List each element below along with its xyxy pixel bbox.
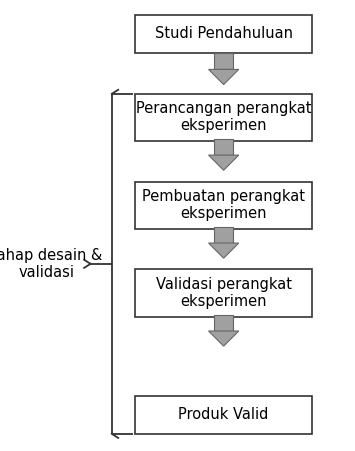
- Polygon shape: [214, 53, 233, 69]
- Text: Validasi perangkat
eksperimen: Validasi perangkat eksperimen: [155, 277, 292, 309]
- Polygon shape: [209, 243, 239, 258]
- Polygon shape: [209, 69, 239, 85]
- Polygon shape: [209, 331, 239, 346]
- Polygon shape: [214, 226, 233, 243]
- FancyBboxPatch shape: [135, 270, 312, 317]
- Text: Pembuatan perangkat
eksperimen: Pembuatan perangkat eksperimen: [142, 189, 305, 221]
- FancyBboxPatch shape: [135, 14, 312, 53]
- Text: Tahap desain &
validasi: Tahap desain & validasi: [0, 248, 102, 280]
- Text: Perancangan perangkat
eksperimen: Perancangan perangkat eksperimen: [136, 101, 311, 133]
- Polygon shape: [214, 139, 233, 155]
- FancyBboxPatch shape: [135, 396, 312, 434]
- FancyBboxPatch shape: [135, 181, 312, 229]
- Text: Studi Pendahuluan: Studi Pendahuluan: [155, 26, 293, 41]
- FancyBboxPatch shape: [135, 93, 312, 141]
- Polygon shape: [214, 315, 233, 331]
- Polygon shape: [209, 155, 239, 170]
- Text: Produk Valid: Produk Valid: [179, 407, 269, 423]
